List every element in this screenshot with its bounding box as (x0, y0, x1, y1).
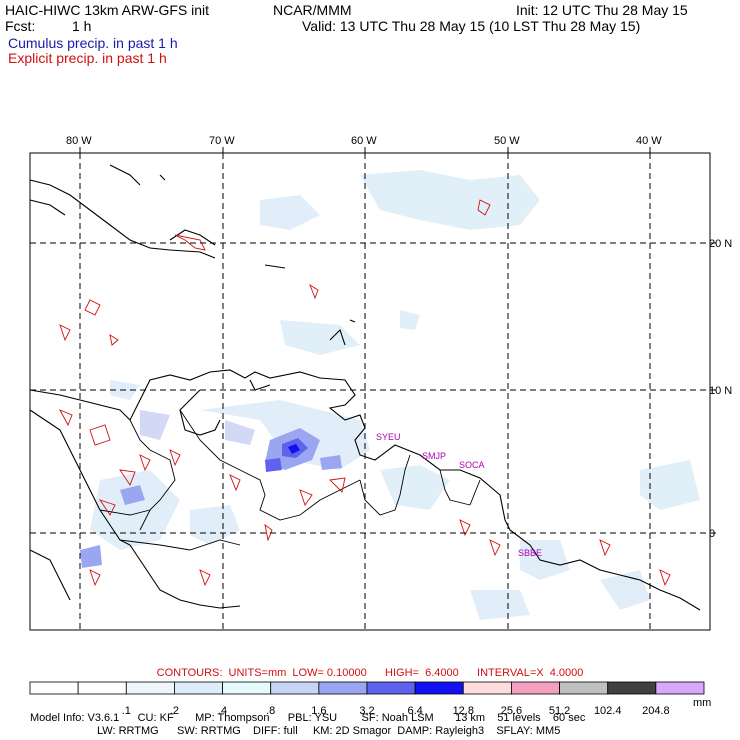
colorbar-tick-label: 25.6 (500, 705, 523, 717)
explicit-legend: Explicit precip. in past 1 h (8, 50, 167, 66)
lon-label-50w: 50 W (494, 135, 520, 147)
fcst-value: 1 h (72, 18, 92, 34)
colorbar-tick-label: 51.2 (548, 705, 571, 717)
colorbar-swatch (29, 681, 79, 695)
model-info-line2: LW: RRTMG SW: RRTMG DIFF: full KM: 2D Sm… (97, 725, 561, 737)
colorbar-swatch (222, 681, 272, 695)
precip-shading (90, 170, 700, 620)
station-sbbe: SBBE (518, 548, 542, 558)
colorbar-tick-label: 102.4 (593, 705, 622, 717)
explicit-contours (59, 199, 671, 587)
lon-label-80w: 80 W (66, 135, 92, 147)
contours-info: CONTOURS: UNITS=mm LOW= 0.10000 HIGH= 6.… (156, 667, 584, 679)
grid-ticks (79, 147, 716, 534)
colorbar-tick-label: 1.6 (311, 705, 327, 717)
station-syeu: SYEU (376, 432, 401, 442)
colorbar-tick-label: .4 (217, 705, 228, 717)
lat-lon-grid (30, 153, 710, 630)
lat-label-10n: 10 N (709, 385, 732, 397)
colorbar-swatch (318, 681, 368, 695)
colorbar-swatch (559, 681, 609, 695)
colorbar-swatch (77, 681, 127, 695)
colorbar-tick-label: 204.8 (642, 705, 670, 717)
lat-label-0: 0 (709, 528, 715, 540)
country-borders (99, 409, 481, 551)
map-frame (29, 152, 711, 631)
station-smjp: SMJP (422, 451, 446, 461)
fcst-label: Fcst: (5, 18, 36, 34)
colorbar-tick-label: .2 (169, 705, 180, 717)
colorbar-swatch (366, 681, 416, 695)
colorbar-swatch (270, 681, 320, 695)
colorbar-tick-label: 3.2 (359, 705, 375, 717)
colorbar-tick-label: .8 (266, 705, 276, 717)
colorbar-swatch (511, 681, 560, 695)
colorbar-swatch (462, 681, 512, 695)
lat-label-20n: 20 N (709, 238, 732, 250)
cumulus-legend: Cumulus precip. in past 1 h (8, 35, 178, 51)
station-soca: SOCA (459, 460, 485, 470)
precip-map: 80 W 70 W 60 W 50 W 40 W 20 N 10 N 0 SYE… (29, 135, 732, 631)
model-title: HAIC-HIWC 13km ARW-GFS init (5, 2, 210, 18)
precip-heavy (80, 428, 342, 568)
colorbar-swatch (655, 681, 705, 695)
colorbar-swatch (174, 681, 223, 695)
colorbar-tick-label: 6.4 (407, 705, 423, 717)
colorbar-tick-label: 12.8 (452, 705, 474, 717)
lon-label-40w: 40 W (636, 135, 662, 147)
lon-label-70w: 70 W (209, 135, 235, 147)
colorbar-swatch (414, 681, 464, 695)
valid-time: Valid: 13 UTC Thu 28 May 15 (10 LST Thu … (302, 18, 641, 34)
colorbar-tick-label: .1 (121, 705, 131, 717)
lon-label-60w: 60 W (351, 135, 377, 147)
colorbar-units: mm (693, 697, 712, 709)
org-label: NCAR/MMM (273, 2, 352, 18)
init-time: Init: 12 UTC Thu 28 May 15 (516, 2, 688, 18)
colorbar (29, 681, 705, 695)
colorbar-swatch (125, 681, 175, 695)
model-info-line1: Model Info: V3.6.1 CU: KF MP: Thompson P… (30, 712, 586, 724)
colorbar-swatch (607, 681, 657, 695)
